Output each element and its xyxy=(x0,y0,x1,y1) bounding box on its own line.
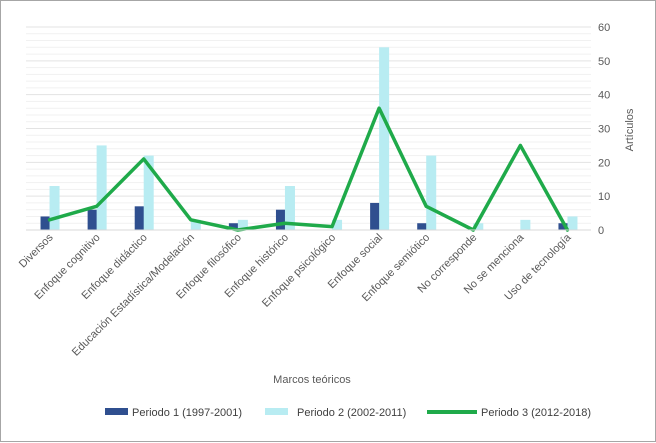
bar-2 xyxy=(520,219,531,230)
bar-2 xyxy=(190,219,201,230)
y-axis-title: Artículos xyxy=(624,108,636,151)
bar-2 xyxy=(332,219,343,230)
legend-swatch-1 xyxy=(105,408,128,415)
bar-1 xyxy=(228,223,239,230)
line-point xyxy=(48,219,51,221)
bar-2 xyxy=(284,186,295,230)
bar-2 xyxy=(426,155,437,230)
line-point xyxy=(95,205,98,208)
line-point xyxy=(519,144,522,147)
gridlines xyxy=(26,26,591,231)
y-tick-label: 10 xyxy=(598,191,610,203)
bar-1 xyxy=(134,206,145,230)
bar-1 xyxy=(40,216,51,230)
line-point xyxy=(142,158,145,160)
y-tick-label: 60 xyxy=(598,22,610,34)
y-tick-label: 50 xyxy=(598,56,610,68)
legend-swatch-2 xyxy=(265,408,288,415)
bar-1 xyxy=(275,209,286,230)
line-point xyxy=(378,107,380,109)
bar-2 xyxy=(379,47,390,230)
x-tick-label: Diversos xyxy=(17,231,56,270)
bar-2 xyxy=(143,155,154,230)
y-tick-label: 20 xyxy=(598,157,610,169)
bar-2 xyxy=(567,216,578,230)
bar-2 xyxy=(237,219,248,230)
bar-1 xyxy=(558,223,569,230)
y-tick-label: 30 xyxy=(598,124,610,136)
x-axis-title: Marcos teóricos xyxy=(273,374,351,386)
line-point xyxy=(331,225,333,228)
bar-2 xyxy=(473,223,484,230)
line-point xyxy=(425,205,428,208)
legend-label-3: Periodo 3 (2012-2018) xyxy=(481,407,591,419)
bars xyxy=(40,47,578,230)
bar-2 xyxy=(49,186,60,230)
legend: Periodo 1 (1997-2001) Periodo 2 (2002-201… xyxy=(105,407,591,419)
legend-label-1: Periodo 1 (1997-2001) xyxy=(132,407,242,419)
line-point xyxy=(284,222,286,225)
bar-1 xyxy=(370,202,381,230)
bar-1 xyxy=(417,223,428,230)
y-tick-label: 40 xyxy=(598,90,610,102)
line-series-path xyxy=(47,106,570,232)
line-point xyxy=(189,219,192,221)
y-tick-label: 0 xyxy=(598,225,604,237)
y-tick-labels: 0 10 20 30 40 50 60 xyxy=(598,22,610,237)
bar-1 xyxy=(87,209,98,230)
bar-2 xyxy=(96,145,107,230)
legend-label-2: Periodo 2 (2002-2011) xyxy=(297,407,406,419)
